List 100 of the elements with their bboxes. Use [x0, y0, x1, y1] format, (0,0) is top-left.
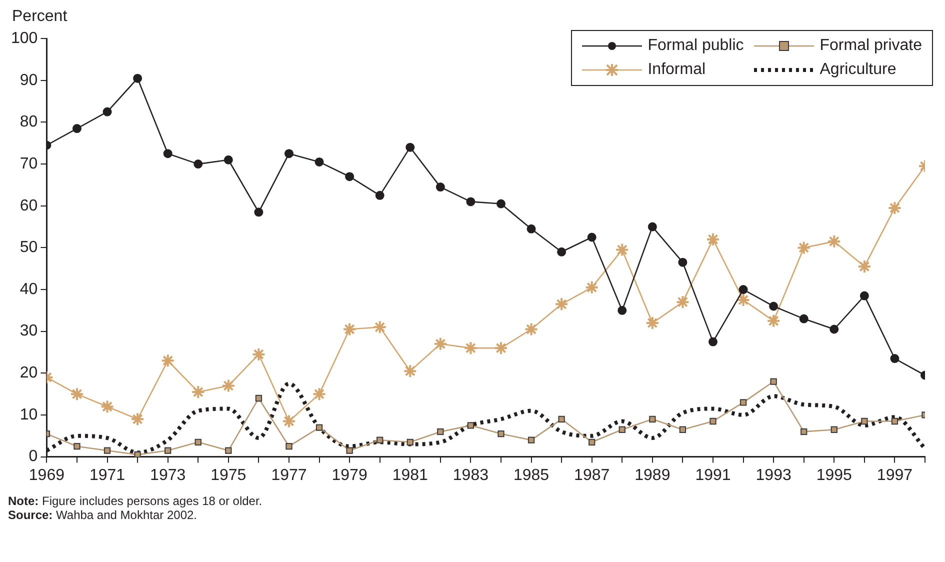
point [494, 341, 508, 356]
point [255, 394, 262, 402]
point [800, 428, 808, 436]
point [588, 438, 596, 446]
point [618, 426, 626, 433]
point [649, 416, 656, 422]
point [888, 200, 902, 215]
point [376, 436, 384, 444]
x-tick-label: 1979 [332, 466, 368, 484]
point [618, 306, 627, 315]
x-tick-label: 1991 [695, 466, 731, 484]
y-tick-label: 0 [28, 448, 38, 466]
y-tick-label: 10 [20, 406, 38, 424]
x-tick-label: 1973 [150, 466, 186, 484]
point [406, 142, 415, 152]
y-tick-label: 50 [20, 239, 38, 256]
point [645, 316, 660, 330]
point [100, 400, 114, 414]
point [375, 190, 384, 200]
point [224, 155, 233, 164]
point [312, 387, 326, 402]
point [345, 172, 354, 182]
point [587, 232, 596, 242]
point [584, 280, 599, 294]
point [252, 347, 266, 362]
y-tick-label: 20 [20, 364, 38, 382]
x-tick-label: 1971 [89, 466, 126, 484]
point [830, 426, 838, 433]
y-tick-label: 90 [20, 72, 38, 89]
y-tick-label: 40 [20, 280, 38, 298]
point [496, 199, 506, 208]
point [163, 149, 172, 158]
y-tick-label: 80 [20, 114, 38, 131]
x-tick-label: 1981 [392, 466, 428, 484]
point [314, 157, 324, 166]
point [799, 314, 808, 324]
point [134, 451, 141, 457]
point [286, 443, 292, 450]
point [830, 324, 839, 334]
point [284, 149, 294, 158]
point [221, 378, 236, 393]
x-tick-label: 1997 [876, 466, 913, 484]
point [466, 197, 476, 206]
point [133, 74, 142, 83]
point [710, 418, 716, 425]
point [860, 291, 869, 300]
point [740, 399, 747, 406]
point [557, 247, 566, 256]
point [558, 416, 565, 422]
y-tick-label: 30 [20, 322, 38, 340]
point [346, 447, 353, 454]
point [372, 320, 387, 334]
legend-label: Agriculture [820, 61, 896, 79]
point [225, 447, 232, 454]
point [464, 341, 478, 356]
point [433, 336, 448, 351]
point [342, 322, 357, 336]
x-tick-label: 1977 [271, 466, 307, 484]
point [766, 314, 781, 328]
point [74, 443, 80, 450]
legend-label: Formal private [820, 37, 922, 55]
point [194, 160, 203, 169]
point [102, 107, 112, 116]
point [164, 447, 172, 454]
point [194, 438, 202, 446]
y-axis-title: Percent [12, 8, 68, 26]
point [254, 208, 264, 217]
x-tick-label: 1985 [513, 466, 550, 484]
point [708, 337, 718, 346]
point [104, 447, 111, 454]
point [679, 426, 686, 433]
point [524, 322, 538, 336]
point [738, 285, 748, 294]
point [528, 436, 535, 444]
point [467, 422, 474, 429]
point [827, 234, 842, 248]
point [72, 124, 82, 134]
point [160, 354, 175, 368]
point [861, 418, 868, 425]
x-tick-label: 1987 [574, 466, 610, 484]
point [678, 258, 688, 267]
point [857, 260, 872, 274]
point [554, 297, 569, 312]
y-tick-label: 60 [20, 197, 38, 214]
point [891, 418, 898, 425]
point [70, 387, 84, 402]
text: Note: Figure includes persons ages 18 or older. [8, 494, 262, 508]
point [769, 302, 778, 311]
legend-label: Informal [648, 61, 706, 79]
point [890, 354, 900, 364]
x-tick-label: 1975 [210, 466, 246, 484]
point [796, 240, 811, 255]
point [406, 438, 414, 446]
point [498, 430, 504, 438]
legend-label: Formal public [648, 37, 744, 55]
point [282, 414, 296, 428]
point [736, 292, 750, 307]
point [615, 242, 630, 257]
y-tick-label: 100 [10, 30, 38, 48]
x-tick-label: 1993 [756, 466, 792, 484]
